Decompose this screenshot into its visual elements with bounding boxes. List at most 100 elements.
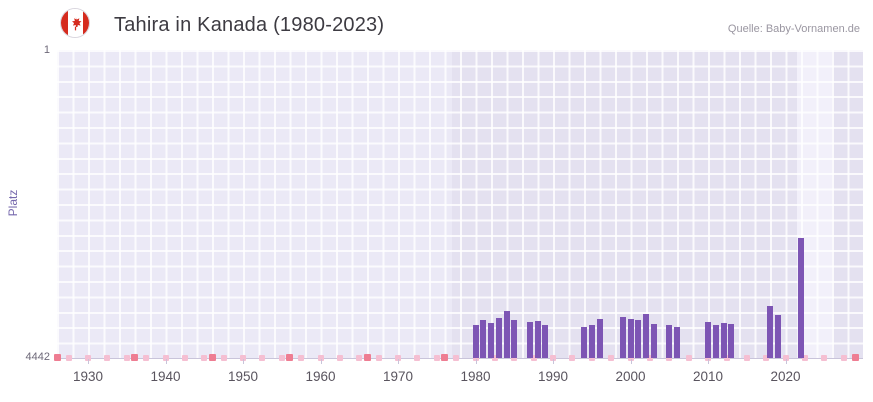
rank-bar[interactable]: [503, 311, 510, 358]
no-rank-marker: [569, 355, 576, 361]
no-rank-marker: [453, 355, 460, 361]
no-rank-marker: [801, 355, 808, 361]
rank-bar[interactable]: [728, 323, 735, 358]
no-rank-marker: [840, 355, 847, 361]
rank-bar[interactable]: [542, 324, 549, 358]
no-rank-marker: [181, 355, 188, 361]
decade-marker: [286, 354, 293, 361]
rank-bar[interactable]: [596, 319, 603, 358]
x-axis-tick: [243, 359, 244, 364]
no-rank-marker: [65, 355, 72, 361]
rank-bar[interactable]: [674, 326, 680, 358]
no-rank-marker: [336, 355, 343, 361]
no-rank-marker: [85, 355, 91, 361]
x-axis-labels: 1930 1940 1950 1960 1970 1980 1990 2000 2010 2020: [57, 369, 863, 387]
no-rank-marker: [220, 355, 227, 361]
rank-bar[interactable]: [712, 325, 719, 358]
no-rank-marker: [724, 355, 731, 361]
no-rank-marker: [201, 355, 208, 361]
no-rank-marker: [491, 355, 498, 361]
no-rank-marker: [782, 355, 789, 361]
no-rank-marker: [104, 355, 111, 361]
no-rank-marker: [162, 355, 169, 361]
rank-bar[interactable]: [627, 319, 634, 358]
no-rank-marker: [414, 355, 421, 361]
x-axis-tick: [785, 359, 787, 364]
flag-red-band-left: [61, 9, 69, 37]
no-rank-marker: [511, 355, 518, 361]
rank-bar[interactable]: [720, 322, 727, 358]
rank-bar[interactable]: [526, 321, 533, 358]
x-tick-label: 2000: [615, 369, 646, 384]
rank-bar[interactable]: [767, 305, 773, 358]
no-rank-marker: [395, 355, 401, 361]
decade-marker: [208, 354, 216, 361]
rank-bar[interactable]: [798, 237, 804, 358]
x-tick-label: 1960: [305, 369, 336, 384]
rank-bar[interactable]: [534, 321, 541, 358]
no-rank-marker: [608, 355, 615, 361]
decade-marker: [53, 354, 61, 361]
rank-bar[interactable]: [619, 316, 626, 358]
y-axis-top-label: 1: [43, 44, 50, 56]
no-rank-marker: [550, 355, 556, 361]
no-rank-marker: [705, 355, 711, 361]
no-rank-marker: [472, 355, 479, 361]
no-rank-marker: [685, 355, 692, 361]
rank-bar[interactable]: [495, 317, 502, 358]
rank-bar[interactable]: [643, 313, 649, 358]
no-rank-marker: [240, 355, 246, 361]
rank-bar[interactable]: [650, 323, 657, 358]
x-axis-tick: [475, 359, 477, 364]
no-rank-marker: [298, 355, 305, 361]
rank-bar[interactable]: [588, 325, 595, 358]
x-tick-label: 1980: [460, 369, 491, 384]
y-axis-title: Platz: [6, 189, 20, 217]
rank-bar[interactable]: [635, 320, 642, 358]
rank-bar[interactable]: [774, 314, 781, 358]
chart-title: Tahira in Kanada (1980-2023): [114, 14, 385, 36]
y-axis-bottom-label: 4442: [25, 351, 50, 363]
no-rank-marker: [763, 355, 770, 361]
no-rank-marker: [646, 355, 653, 361]
decade-marker: [851, 354, 859, 361]
x-axis-tick: [630, 359, 632, 364]
rank-bar[interactable]: [472, 324, 479, 358]
no-rank-marker: [821, 355, 828, 361]
x-tick-label: 1930: [72, 369, 104, 384]
source-credit: Quelle: Baby-Vornamen.de: [727, 23, 860, 35]
x-axis-tick: [708, 359, 709, 364]
grid-lines: [57, 50, 863, 358]
rank-bar[interactable]: [666, 325, 673, 358]
no-rank-marker: [317, 355, 324, 361]
no-rank-marker: [588, 355, 595, 361]
no-rank-marker: [143, 355, 150, 361]
x-axis-tick: [398, 359, 399, 364]
rank-bar[interactable]: [511, 319, 518, 358]
x-tick-label: 1940: [150, 369, 181, 384]
no-rank-marker: [627, 355, 634, 361]
x-axis-tick: [88, 359, 89, 364]
x-axis-tick: [553, 359, 554, 364]
no-rank-marker: [433, 355, 440, 361]
no-rank-marker: [530, 355, 537, 361]
x-tick-label: 1950: [227, 369, 259, 384]
no-rank-marker: [259, 355, 266, 361]
x-axis-tick: [320, 359, 322, 364]
decade-marker: [131, 354, 138, 361]
x-tick-label: 1990: [537, 369, 569, 384]
rank-bar[interactable]: [488, 322, 494, 358]
no-rank-marker: [356, 355, 363, 361]
x-tick-label: 1970: [382, 369, 414, 384]
no-rank-marker: [375, 355, 382, 361]
x-tick-label: 2020: [770, 369, 801, 384]
x-axis-tick: [165, 359, 167, 364]
rank-bar[interactable]: [705, 321, 711, 358]
rank-bar[interactable]: [581, 327, 587, 358]
x-tick-label: 2010: [692, 369, 724, 384]
plot-area: [53, 50, 863, 364]
decade-marker: [441, 354, 448, 361]
flag-red-band-right: [83, 9, 89, 37]
rank-bar[interactable]: [480, 320, 487, 358]
decade-marker: [363, 354, 371, 361]
